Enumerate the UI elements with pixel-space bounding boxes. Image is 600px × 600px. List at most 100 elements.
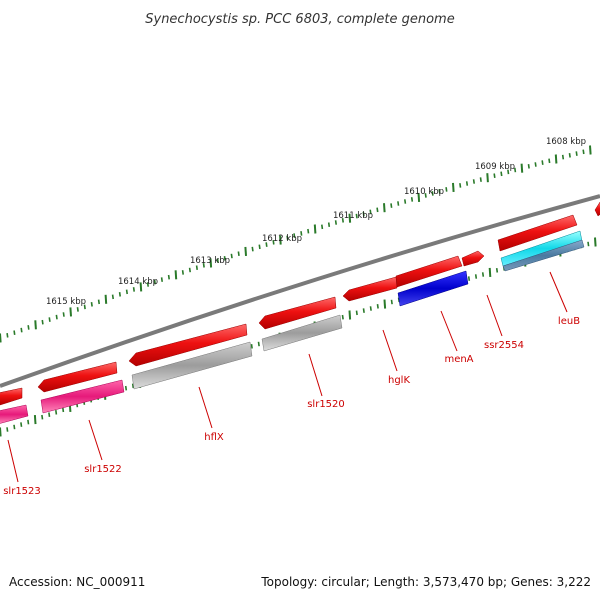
strand-arrows xyxy=(0,201,600,406)
inner-tick xyxy=(6,427,9,432)
map-title: Synechocystis sp. PCC 6803, complete gen… xyxy=(145,12,454,27)
outer-tick xyxy=(83,304,86,310)
gene-label-leuB: leuB xyxy=(558,316,580,327)
outer-tick xyxy=(167,274,170,280)
outer-tick xyxy=(527,163,530,169)
inner-tick xyxy=(474,274,478,279)
strand-arrow xyxy=(342,276,398,302)
gene-bar-slr1522 xyxy=(40,379,125,414)
inner-tick xyxy=(348,310,352,320)
outer-tick xyxy=(321,224,324,230)
inner-tick xyxy=(369,306,372,311)
gene-label-slr1522: slr1522 xyxy=(84,464,122,475)
outer-tick xyxy=(327,222,331,228)
outer-tick xyxy=(369,209,372,215)
inner-tick xyxy=(467,276,471,281)
outer-tick xyxy=(125,289,128,295)
kbp-label-1615: 1615 kbp xyxy=(46,297,86,307)
gene-label-slr1520: slr1520 xyxy=(307,399,345,410)
outer-tick xyxy=(41,319,44,325)
strand-arrow xyxy=(128,323,248,367)
outer-tick xyxy=(313,224,317,234)
inner-tick xyxy=(20,422,23,427)
outer-scale-ticks xyxy=(0,145,592,343)
inner-tick xyxy=(124,385,128,391)
kbp-label-1608: 1608 kbp xyxy=(546,137,586,147)
outer-tick xyxy=(582,149,585,155)
inner-tick xyxy=(33,415,37,425)
outer-tick xyxy=(237,251,240,257)
kbp-label-1611: 1611 kbp xyxy=(333,211,373,221)
outer-tick xyxy=(195,265,198,271)
inner-tick xyxy=(390,299,393,305)
cds-features xyxy=(0,230,585,424)
outer-tick xyxy=(27,325,30,330)
inner-tick xyxy=(62,407,65,413)
outer-tick xyxy=(265,242,268,247)
outer-tick xyxy=(568,152,571,158)
outer-tick xyxy=(589,145,592,155)
outer-tick xyxy=(230,253,233,259)
outer-tick xyxy=(55,314,58,320)
outer-tick xyxy=(146,282,149,287)
outer-tick xyxy=(202,262,205,268)
outer-tick xyxy=(188,267,191,273)
outer-tick xyxy=(258,244,261,250)
outer-tick xyxy=(48,317,51,322)
outer-tick xyxy=(139,282,143,292)
outer-tick xyxy=(541,160,544,165)
outer-tick xyxy=(223,255,226,261)
outer-tick xyxy=(548,158,551,164)
accession-text: Accession: NC_000911 xyxy=(9,575,145,589)
outer-tick xyxy=(465,181,469,186)
inner-tick xyxy=(257,341,260,347)
inner-tick xyxy=(362,308,365,313)
outer-tick xyxy=(293,233,296,238)
outer-tick xyxy=(118,291,121,297)
inner-tick xyxy=(481,272,485,277)
outer-tick xyxy=(486,173,489,183)
outer-tick xyxy=(244,246,247,256)
outer-tick xyxy=(500,171,503,177)
outer-tick xyxy=(575,151,578,156)
strand-arrow xyxy=(258,296,337,330)
outer-tick xyxy=(493,173,496,179)
outer-tick xyxy=(272,239,275,245)
outer-tick xyxy=(62,312,65,317)
gene-label-slr1523: slr1523 xyxy=(3,486,41,497)
outer-tick xyxy=(404,199,407,204)
gene-label-hglK: hglK xyxy=(388,375,410,386)
outer-tick xyxy=(507,169,510,175)
outer-tick xyxy=(397,201,400,206)
gene-bar-hglK xyxy=(397,270,469,307)
leader-leuB xyxy=(549,271,568,313)
outer-tick xyxy=(13,330,16,336)
outer-tick xyxy=(181,270,184,275)
outer-tick xyxy=(390,203,393,208)
outer-tick xyxy=(424,193,427,198)
outer-tick xyxy=(6,332,9,338)
outer-tick xyxy=(111,294,114,300)
genome-summary-text: Topology: circular; Length: 3,573,470 bp… xyxy=(260,575,591,589)
outer-tick xyxy=(216,258,219,263)
outer-tick xyxy=(132,287,135,292)
inner-tick xyxy=(383,299,387,309)
kbp-label-1612: 1612 kbp xyxy=(262,234,302,244)
outer-tick xyxy=(520,163,524,173)
inner-tick xyxy=(48,412,51,418)
inner-tick xyxy=(376,303,379,309)
outer-tick xyxy=(514,167,517,173)
outer-tick xyxy=(300,231,303,236)
inner-tick xyxy=(250,343,253,349)
inner-tick xyxy=(355,310,358,316)
outer-tick xyxy=(251,246,254,252)
leader-ssr2554 xyxy=(486,294,503,337)
leader-hglK xyxy=(382,329,398,372)
outer-tick xyxy=(97,299,100,305)
inner-tick xyxy=(587,241,590,247)
leader-menA xyxy=(440,310,458,352)
inner-tick xyxy=(55,409,58,415)
gene-label-menA: menA xyxy=(444,354,473,365)
inner-tick xyxy=(495,267,499,273)
outer-tick xyxy=(445,187,448,192)
